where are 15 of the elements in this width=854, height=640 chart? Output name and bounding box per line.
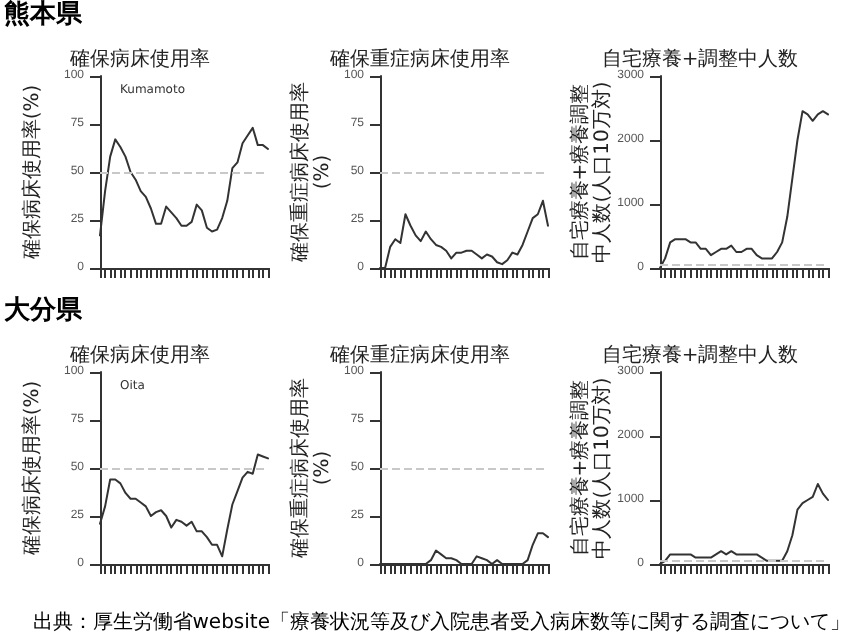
chart-title: 確保病床使用率 bbox=[68, 343, 210, 367]
chart-title: 確保重症病床使用率 bbox=[328, 343, 510, 367]
y-axis-title: 確保病床使用率(%) bbox=[21, 378, 43, 560]
y-axis-title: 自宅療養+療養調整中人数(人口10万対) bbox=[570, 375, 614, 563]
source-note: 出典：厚生労働省website「療養状況等及び入院患者受入病床数等に関する調査について」 bbox=[32, 609, 850, 636]
chart-title: 確保病床使用率 bbox=[68, 47, 210, 71]
text: 大分県 bbox=[2, 296, 84, 328]
chart-title: 自宅療養+調整中人数 bbox=[601, 343, 799, 367]
chart-title: 確保重症病床使用率 bbox=[328, 47, 510, 71]
y-axis-title: 確保重症病床使用率(%) bbox=[290, 376, 334, 562]
text: 熊本県 bbox=[2, 0, 84, 32]
y-axis-title: 確保重症病床使用率(%) bbox=[290, 80, 334, 266]
chart-title: 自宅療養+調整中人数 bbox=[601, 47, 799, 71]
y-axis-title: 確保病床使用率(%) bbox=[21, 82, 43, 264]
y-axis-title: 自宅療養+療養調整中人数(人口10万対) bbox=[570, 79, 614, 267]
